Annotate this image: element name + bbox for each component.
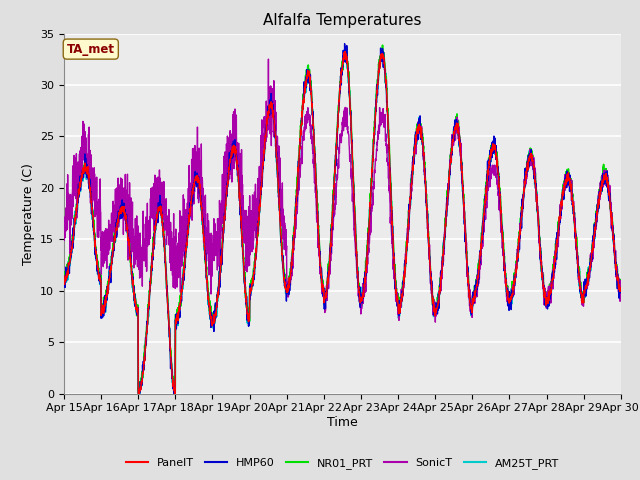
Legend: PanelT, HMP60, NR01_PRT, SonicT, AM25T_PRT: PanelT, HMP60, NR01_PRT, SonicT, AM25T_P… bbox=[122, 453, 563, 473]
Text: TA_met: TA_met bbox=[67, 43, 115, 56]
Title: Alfalfa Temperatures: Alfalfa Temperatures bbox=[263, 13, 422, 28]
Y-axis label: Temperature (C): Temperature (C) bbox=[22, 163, 35, 264]
X-axis label: Time: Time bbox=[327, 416, 358, 429]
